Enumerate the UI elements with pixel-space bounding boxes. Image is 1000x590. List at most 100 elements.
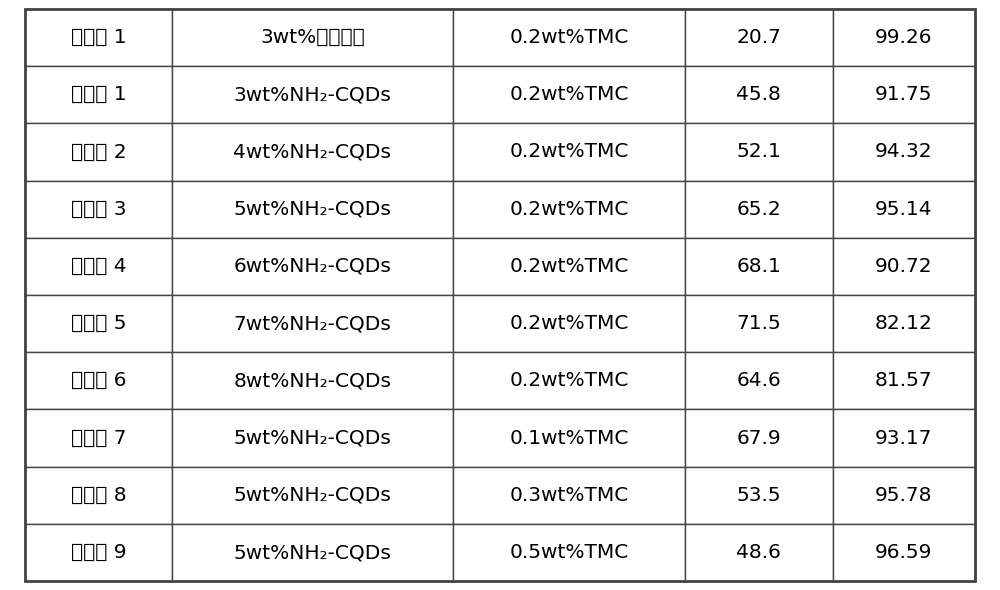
Bar xyxy=(832,181,975,238)
Text: 0.3wt%TMC: 0.3wt%TMC xyxy=(509,486,629,505)
Text: 实施例 1: 实施例 1 xyxy=(71,85,126,104)
Text: 0.5wt%TMC: 0.5wt%TMC xyxy=(509,543,629,562)
Bar xyxy=(832,238,975,295)
Text: 4wt%NH₂-CQDs: 4wt%NH₂-CQDs xyxy=(233,142,391,162)
Bar xyxy=(685,524,832,581)
Bar xyxy=(832,409,975,467)
Text: 实施例 7: 实施例 7 xyxy=(71,428,126,448)
Bar xyxy=(25,409,172,467)
Text: 0.2wt%TMC: 0.2wt%TMC xyxy=(509,142,629,162)
Text: 94.32: 94.32 xyxy=(875,142,933,162)
Text: 52.1: 52.1 xyxy=(736,142,781,162)
Text: 0.2wt%TMC: 0.2wt%TMC xyxy=(509,28,629,47)
Bar xyxy=(685,295,832,352)
Text: 53.5: 53.5 xyxy=(737,486,781,505)
Bar xyxy=(452,181,685,238)
Text: 93.17: 93.17 xyxy=(875,428,932,448)
Bar xyxy=(172,295,452,352)
Text: 8wt%NH₂-CQDs: 8wt%NH₂-CQDs xyxy=(233,371,391,391)
Bar xyxy=(685,352,832,409)
Text: 实施例 8: 实施例 8 xyxy=(71,486,126,505)
Bar xyxy=(25,238,172,295)
Bar xyxy=(452,409,685,467)
Bar xyxy=(25,524,172,581)
Bar xyxy=(172,238,452,295)
Bar xyxy=(832,66,975,123)
Text: 96.59: 96.59 xyxy=(875,543,932,562)
Text: 7wt%NH₂-CQDs: 7wt%NH₂-CQDs xyxy=(233,314,391,333)
Bar xyxy=(685,238,832,295)
Text: 实施例 9: 实施例 9 xyxy=(71,543,126,562)
Text: 3wt%间苯二胺: 3wt%间苯二胺 xyxy=(260,28,365,47)
Text: 68.1: 68.1 xyxy=(736,257,781,276)
Bar xyxy=(685,409,832,467)
Text: 实施例 6: 实施例 6 xyxy=(71,371,126,391)
Text: 5wt%NH₂-CQDs: 5wt%NH₂-CQDs xyxy=(233,543,391,562)
Bar xyxy=(832,9,975,66)
Bar xyxy=(25,295,172,352)
Bar xyxy=(172,467,452,524)
Bar xyxy=(685,66,832,123)
Bar xyxy=(25,352,172,409)
Bar xyxy=(172,524,452,581)
Text: 6wt%NH₂-CQDs: 6wt%NH₂-CQDs xyxy=(233,257,391,276)
Bar xyxy=(25,123,172,181)
Text: 实施例 3: 实施例 3 xyxy=(71,199,126,219)
Text: 20.7: 20.7 xyxy=(736,28,781,47)
Bar xyxy=(832,467,975,524)
Text: 71.5: 71.5 xyxy=(736,314,781,333)
Bar xyxy=(685,467,832,524)
Text: 82.12: 82.12 xyxy=(875,314,933,333)
Bar xyxy=(452,66,685,123)
Text: 99.26: 99.26 xyxy=(875,28,932,47)
Bar xyxy=(172,9,452,66)
Bar xyxy=(452,9,685,66)
Text: 实施例 5: 实施例 5 xyxy=(71,314,126,333)
Bar xyxy=(452,295,685,352)
Bar xyxy=(832,123,975,181)
Text: 0.2wt%TMC: 0.2wt%TMC xyxy=(509,257,629,276)
Text: 对比例 1: 对比例 1 xyxy=(71,28,126,47)
Text: 48.6: 48.6 xyxy=(736,543,781,562)
Bar xyxy=(172,181,452,238)
Text: 5wt%NH₂-CQDs: 5wt%NH₂-CQDs xyxy=(233,199,391,219)
Bar xyxy=(172,66,452,123)
Text: 95.14: 95.14 xyxy=(875,199,933,219)
Text: 实施例 2: 实施例 2 xyxy=(71,142,126,162)
Text: 81.57: 81.57 xyxy=(875,371,933,391)
Text: 5wt%NH₂-CQDs: 5wt%NH₂-CQDs xyxy=(233,428,391,448)
Text: 45.8: 45.8 xyxy=(736,85,781,104)
Text: 90.72: 90.72 xyxy=(875,257,933,276)
Text: 95.78: 95.78 xyxy=(875,486,932,505)
Text: 5wt%NH₂-CQDs: 5wt%NH₂-CQDs xyxy=(233,486,391,505)
Bar xyxy=(452,524,685,581)
Text: 3wt%NH₂-CQDs: 3wt%NH₂-CQDs xyxy=(233,85,391,104)
Bar xyxy=(172,409,452,467)
Text: 67.9: 67.9 xyxy=(737,428,781,448)
Text: 91.75: 91.75 xyxy=(875,85,932,104)
Bar xyxy=(25,9,172,66)
Bar xyxy=(172,123,452,181)
Text: 65.2: 65.2 xyxy=(736,199,781,219)
Bar xyxy=(25,467,172,524)
Bar xyxy=(832,295,975,352)
Bar xyxy=(685,123,832,181)
Text: 0.2wt%TMC: 0.2wt%TMC xyxy=(509,85,629,104)
Bar xyxy=(25,181,172,238)
Text: 实施例 4: 实施例 4 xyxy=(71,257,126,276)
Bar xyxy=(452,238,685,295)
Bar xyxy=(452,123,685,181)
Bar xyxy=(452,467,685,524)
Text: 64.6: 64.6 xyxy=(736,371,781,391)
Bar xyxy=(172,352,452,409)
Text: 0.2wt%TMC: 0.2wt%TMC xyxy=(509,371,629,391)
Bar xyxy=(25,66,172,123)
Bar xyxy=(452,352,685,409)
Text: 0.1wt%TMC: 0.1wt%TMC xyxy=(509,428,629,448)
Bar xyxy=(832,352,975,409)
Bar xyxy=(685,181,832,238)
Text: 0.2wt%TMC: 0.2wt%TMC xyxy=(509,199,629,219)
Bar xyxy=(685,9,832,66)
Text: 0.2wt%TMC: 0.2wt%TMC xyxy=(509,314,629,333)
Bar xyxy=(832,524,975,581)
